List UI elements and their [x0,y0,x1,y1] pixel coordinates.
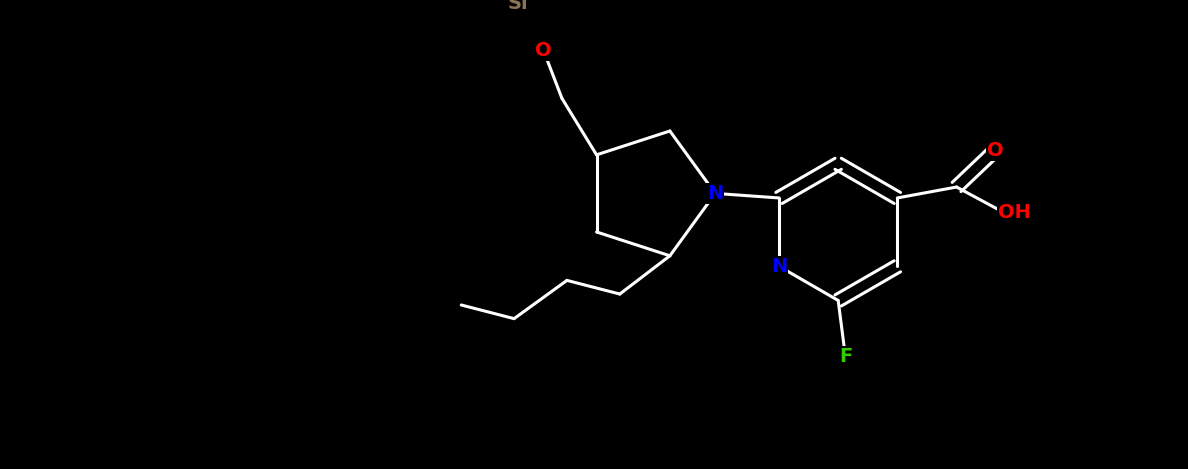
Text: OH: OH [998,203,1031,222]
Text: N: N [707,184,723,203]
Text: N: N [771,257,788,276]
Text: Si: Si [508,0,529,13]
Text: O: O [986,141,1003,160]
Text: F: F [839,348,852,366]
Text: O: O [536,41,552,61]
